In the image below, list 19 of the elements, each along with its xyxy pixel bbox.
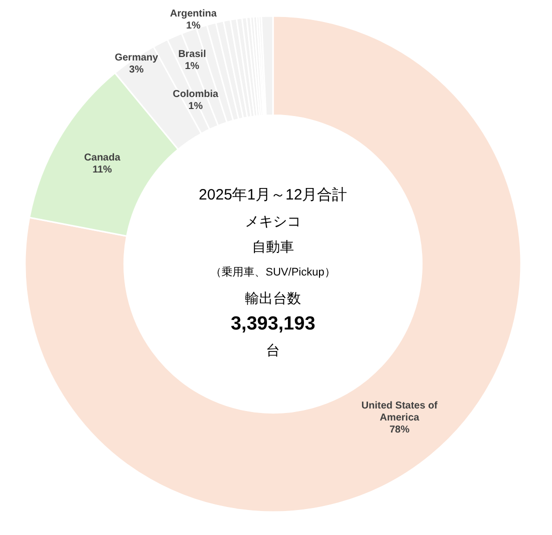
slice-label: Canada: [84, 152, 121, 164]
data-label: 1%: [188, 101, 203, 112]
text: （乗用車、SUV/Pickup）: [210, 265, 336, 278]
data-label: 11%: [92, 164, 112, 176]
text: メキシコ: [245, 212, 301, 229]
data-label: 1%: [186, 20, 201, 32]
data-label: 1%: [184, 61, 200, 72]
text: 2025年1月～12月合計: [198, 186, 348, 204]
slice-label: Brasil: [178, 49, 206, 60]
text: 自動車: [252, 238, 294, 255]
text: 3,393,193: [230, 314, 316, 334]
slice-label: Germany: [114, 52, 159, 64]
text: 台: [266, 342, 280, 358]
data-label: 78%: [389, 424, 410, 436]
text: 輸出台数: [245, 290, 301, 306]
slice-label: United States of America: [361, 400, 438, 424]
slice-label: Colombia: [172, 89, 219, 100]
slice-label: Argentina: [170, 8, 218, 20]
data-label: 3%: [129, 64, 144, 76]
